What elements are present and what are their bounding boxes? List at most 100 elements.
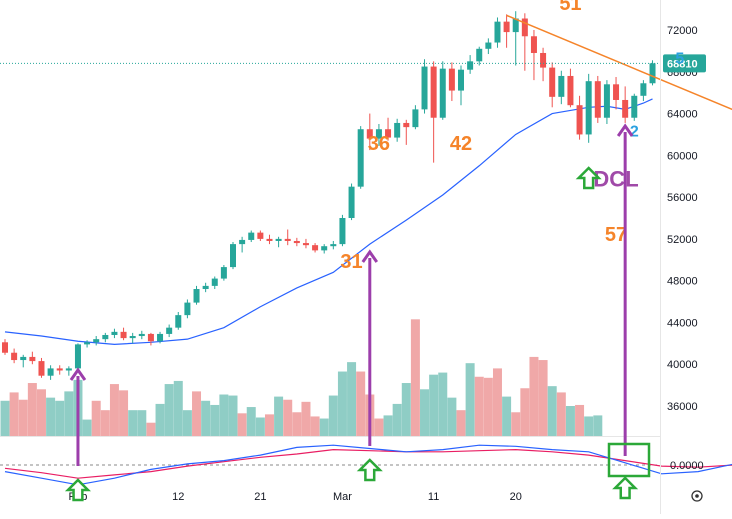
volume-bar xyxy=(301,401,311,436)
candle xyxy=(248,230,255,243)
candle xyxy=(65,366,72,376)
candle xyxy=(266,234,273,245)
trendline xyxy=(506,14,732,111)
volume-bar xyxy=(575,404,585,436)
volume-bar xyxy=(483,377,493,436)
price-candles xyxy=(2,11,656,380)
candle xyxy=(375,124,382,146)
candle xyxy=(84,340,91,348)
price-tick-label: 56000 xyxy=(667,192,698,204)
volume-bar xyxy=(374,418,384,436)
volume-bar xyxy=(192,391,202,436)
volume-bar xyxy=(292,412,302,436)
volume-bar xyxy=(502,396,512,436)
volume-bar xyxy=(173,380,183,436)
candle xyxy=(138,330,145,340)
volume-bar xyxy=(538,360,548,436)
time-tick-label: 11 xyxy=(428,491,439,503)
candle xyxy=(120,327,127,341)
candle-body xyxy=(375,129,382,139)
moving-average-line xyxy=(4,98,653,345)
volume-bar xyxy=(456,410,466,436)
candle xyxy=(430,61,437,163)
candle-body xyxy=(503,21,510,33)
candle xyxy=(494,17,501,48)
volume-bar xyxy=(201,400,211,436)
candle-body xyxy=(512,18,519,33)
candle-body xyxy=(521,18,528,37)
candle xyxy=(594,75,601,123)
candle-body xyxy=(257,232,264,239)
candle-body xyxy=(175,315,182,328)
volume-bar xyxy=(356,371,366,436)
candle xyxy=(211,276,218,290)
candle-body xyxy=(549,67,556,97)
volume-bar xyxy=(27,383,37,436)
candle-body xyxy=(74,344,81,369)
candle-body xyxy=(412,109,419,128)
candle-body xyxy=(302,243,309,246)
candle xyxy=(339,214,346,247)
candle-body xyxy=(385,129,392,138)
candle xyxy=(366,113,373,151)
candle xyxy=(175,312,182,330)
candle-body xyxy=(65,368,72,371)
candle-body xyxy=(138,333,145,337)
price-tick-label: 72000 xyxy=(667,25,698,37)
candle-body xyxy=(613,84,620,100)
candle xyxy=(157,331,164,344)
candle xyxy=(321,244,328,254)
volume-bar xyxy=(109,384,119,436)
candle xyxy=(29,351,36,365)
annotation-label: 2 xyxy=(630,124,639,141)
candle xyxy=(220,265,227,281)
candle xyxy=(275,236,282,248)
candle-body xyxy=(111,331,118,335)
annotation-label: 57 xyxy=(605,224,627,246)
candle xyxy=(20,354,27,368)
volume-bar xyxy=(36,389,46,436)
candle xyxy=(93,336,100,346)
volume-bar xyxy=(593,415,603,436)
candle-body xyxy=(439,68,446,118)
time-tick-label: 12 xyxy=(172,491,184,503)
candle-body xyxy=(357,129,364,187)
volume-bar xyxy=(255,417,265,436)
volume-bar xyxy=(410,319,420,436)
candle-body xyxy=(448,68,455,91)
candle xyxy=(467,55,474,74)
candle-body xyxy=(649,63,656,84)
price-tick-label: 36000 xyxy=(667,401,698,413)
green-up-arrow-mar xyxy=(612,476,639,500)
candle-body xyxy=(266,238,273,241)
candle xyxy=(302,238,309,249)
candle xyxy=(485,38,492,55)
candle-body xyxy=(421,66,428,110)
candle-body xyxy=(467,61,474,70)
candle xyxy=(439,61,446,120)
candle xyxy=(230,242,236,270)
candle xyxy=(330,240,337,250)
resistance-trendline xyxy=(506,14,732,111)
candle-body xyxy=(458,69,464,91)
candle-body xyxy=(193,289,200,303)
volume-bar xyxy=(492,368,502,436)
candle xyxy=(613,77,620,110)
gear-icon[interactable] xyxy=(691,490,703,502)
candle xyxy=(257,230,264,241)
price-tick-label: 64000 xyxy=(667,109,698,121)
volume-bar xyxy=(237,413,247,436)
price-tick-label: 44000 xyxy=(667,317,698,329)
volume-bar xyxy=(155,403,165,436)
candle-body xyxy=(2,342,8,353)
candle xyxy=(631,93,638,121)
volume-bar xyxy=(219,394,229,436)
candle-body xyxy=(20,356,27,361)
volume-bar xyxy=(146,422,156,436)
candle xyxy=(284,229,291,246)
volume-bar xyxy=(264,414,274,436)
candle-body xyxy=(312,245,319,251)
candle xyxy=(549,62,556,108)
